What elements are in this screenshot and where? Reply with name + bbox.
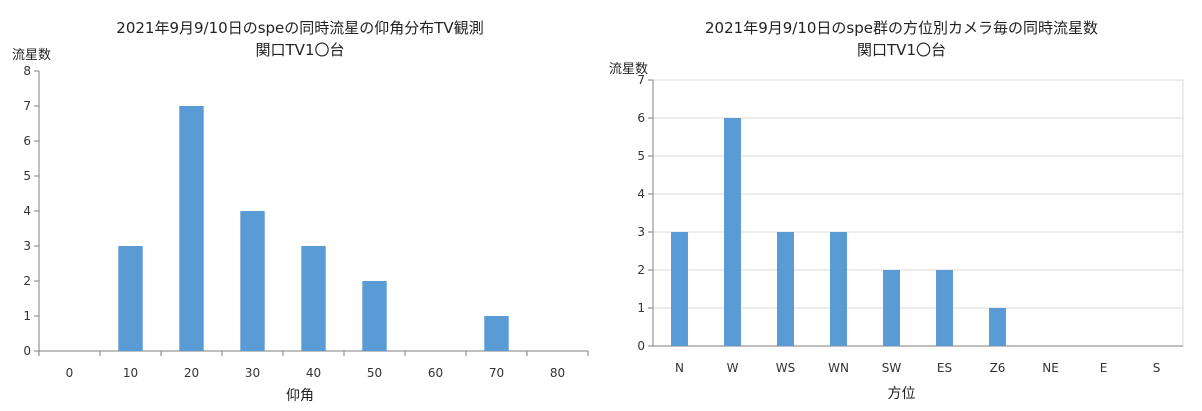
chart-title: 2021年9月9/10日のspeの同時流星の仰角分布TV観測 [116, 19, 484, 37]
y-tick-label: 1 [637, 301, 645, 315]
x-tick-label: 50 [367, 366, 382, 380]
x-tick-label: NE [1042, 361, 1059, 375]
bar [724, 118, 741, 346]
y-tick-label: 5 [23, 169, 31, 183]
bar [989, 308, 1006, 346]
x-tick-label: 30 [245, 366, 260, 380]
chart-subtitle: 関口TV1〇台 [857, 41, 946, 59]
y-axis-label: 流星数 [12, 48, 52, 63]
elevation-chart-panel: 2021年9月9/10日のspeの同時流星の仰角分布TV観測 関口TV1〇台 流… [0, 0, 600, 411]
x-tick-label: N [675, 361, 684, 375]
y-tick-label: 3 [637, 225, 645, 239]
x-tick-label: WN [828, 361, 849, 375]
x-tick-label: E [1100, 361, 1108, 375]
x-tick-label: 0 [66, 366, 74, 380]
bar [777, 232, 794, 346]
y-tick-label: 4 [23, 204, 31, 218]
x-tick-label: 20 [184, 366, 199, 380]
x-axis-label: 仰角 [286, 388, 314, 404]
y-tick-label: 6 [637, 111, 645, 125]
y-axis-label: 流星数 [609, 62, 649, 77]
x-axis-label: 方位 [887, 386, 916, 402]
x-tick-label: W [727, 361, 739, 375]
y-tick-label: 7 [637, 73, 645, 87]
direction-chart-panel: 2021年9月9/10日のspe群の方位別カメラ毎の同時流星数 関口TV1〇台 … [601, 0, 1202, 411]
x-tick-label: 70 [489, 366, 504, 380]
x-tick-label: WS [776, 361, 795, 375]
x-tick-label: 60 [428, 366, 443, 380]
y-tick-label: 8 [23, 64, 31, 78]
y-tick-label: 1 [23, 309, 31, 323]
y-tick-label: 2 [23, 274, 31, 288]
bar [118, 246, 143, 351]
bar [883, 270, 900, 346]
y-tick-label: 0 [23, 344, 31, 358]
y-tick-label: 3 [23, 239, 31, 253]
x-tick-label: Z6 [990, 361, 1006, 375]
x-tick-label: 80 [550, 366, 565, 380]
y-tick-label: 6 [23, 134, 31, 148]
bar [179, 106, 204, 351]
y-tick-label: 4 [637, 187, 645, 201]
chart-title: 2021年9月9/10日のspe群の方位別カメラ毎の同時流星数 [705, 19, 1098, 37]
x-tick-label: 40 [306, 366, 321, 380]
x-tick-label: 10 [123, 366, 138, 380]
bar [301, 246, 326, 351]
bar [362, 281, 387, 351]
y-tick-label: 2 [637, 263, 645, 277]
x-tick-label: SW [882, 361, 902, 375]
x-tick-label: ES [937, 361, 952, 375]
y-tick-label: 7 [23, 99, 31, 113]
chart-subtitle: 関口TV1〇台 [255, 41, 345, 59]
bar [484, 316, 509, 351]
bar [936, 270, 953, 346]
bar [240, 211, 265, 351]
bar [830, 232, 847, 346]
bar [671, 232, 688, 346]
y-tick-label: 5 [637, 149, 645, 163]
y-tick-label: 0 [637, 339, 645, 353]
x-tick-label: S [1153, 361, 1161, 375]
